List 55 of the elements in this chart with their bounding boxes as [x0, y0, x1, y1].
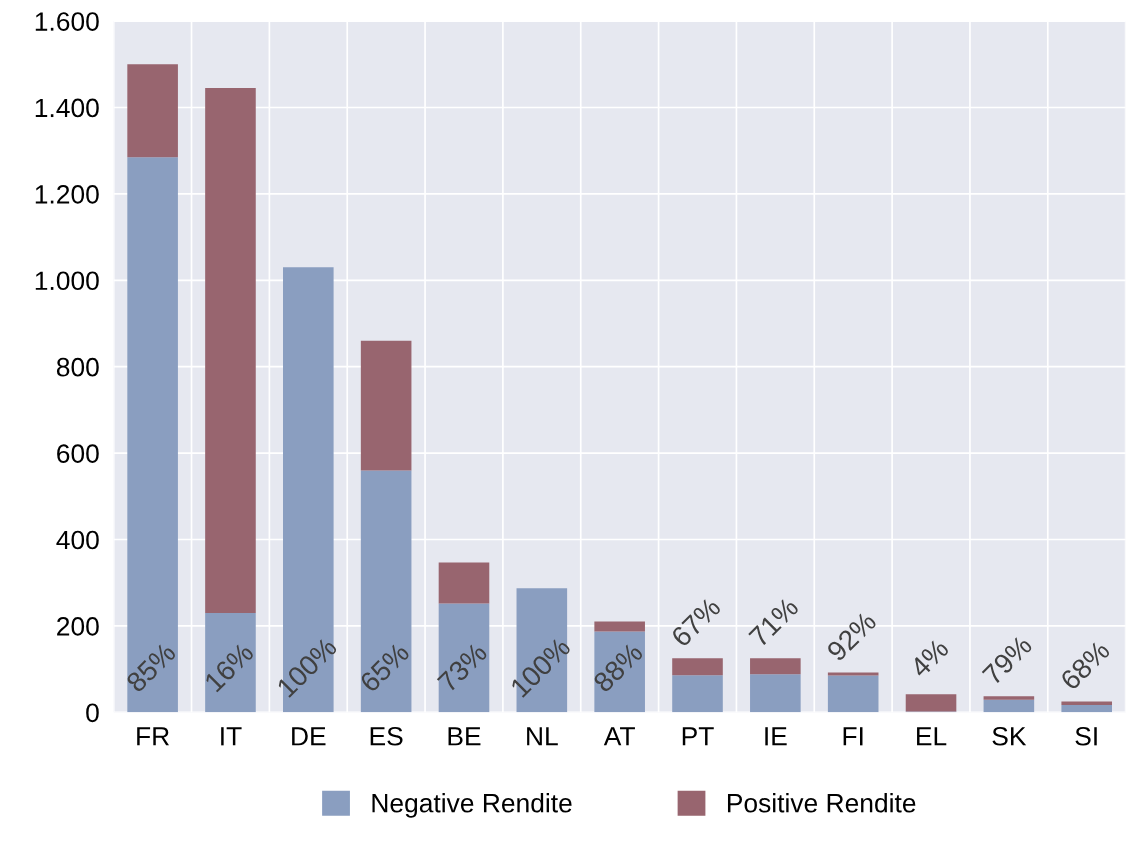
bar: [360, 470, 412, 713]
bar: [827, 672, 879, 676]
x-tick-label: AT: [603, 727, 635, 746]
bar: [594, 621, 645, 632]
x-tick-label: SI: [1075, 726, 1097, 746]
bar: [750, 658, 801, 675]
annotation: 85%: [125, 641, 177, 694]
annotation: 71%: [748, 596, 800, 648]
annotation: 67%: [670, 596, 722, 648]
y-tick-label: 1.200: [35, 185, 99, 204]
x-tick-label: BE: [448, 727, 481, 746]
x-tick-label: NL: [527, 727, 558, 746]
bar: [360, 340, 412, 471]
x-tick-label: DE: [292, 727, 326, 746]
y-tick-label: 1.000: [35, 271, 99, 291]
legend-label: Positive Rendite: [727, 793, 916, 813]
x-tick-label: PT: [682, 727, 714, 746]
bar: [750, 674, 801, 713]
annotation: 68%: [1059, 639, 1111, 691]
bar: [983, 696, 1035, 700]
annotation: 88%: [592, 641, 644, 694]
y-tick-label: 1.600: [35, 12, 99, 31]
y-tick-label: 800: [56, 357, 99, 377]
x-tick-label: IT: [221, 727, 242, 746]
bar: [672, 675, 723, 713]
annotation: 16%: [203, 641, 255, 693]
bar: [127, 64, 178, 158]
annotation: 92%: [825, 610, 878, 663]
x-tick-label: FI: [843, 727, 863, 746]
annotation: 73%: [436, 641, 489, 694]
legend-label: Negative Rendite: [372, 793, 572, 818]
bar: [438, 562, 490, 604]
y-tick-label: 400: [56, 530, 99, 550]
bar: [827, 675, 879, 713]
annotation: 79%: [981, 634, 1034, 686]
x-tick-label: ES: [370, 726, 403, 746]
annotation: 4%: [908, 637, 950, 679]
bar: [983, 699, 1035, 713]
bar: [127, 157, 178, 713]
bar: [594, 631, 645, 713]
y-tick-label: 200: [57, 617, 99, 636]
annotation: 65%: [358, 641, 411, 694]
y-tick-label: 1.400: [35, 98, 99, 118]
x-tick-label: EL: [917, 727, 947, 746]
x-tick-label: SK: [992, 726, 1027, 746]
bar: [1061, 704, 1113, 713]
bar: [672, 658, 723, 676]
y-tick-label: 600: [57, 444, 99, 463]
bar: [205, 612, 256, 713]
bar: [205, 88, 256, 613]
x-tick-label: IE: [765, 727, 787, 746]
y-tick-label: 0: [86, 703, 99, 723]
x-tick-label: FR: [137, 727, 169, 746]
bar: [905, 694, 957, 712]
bar: [438, 603, 490, 713]
